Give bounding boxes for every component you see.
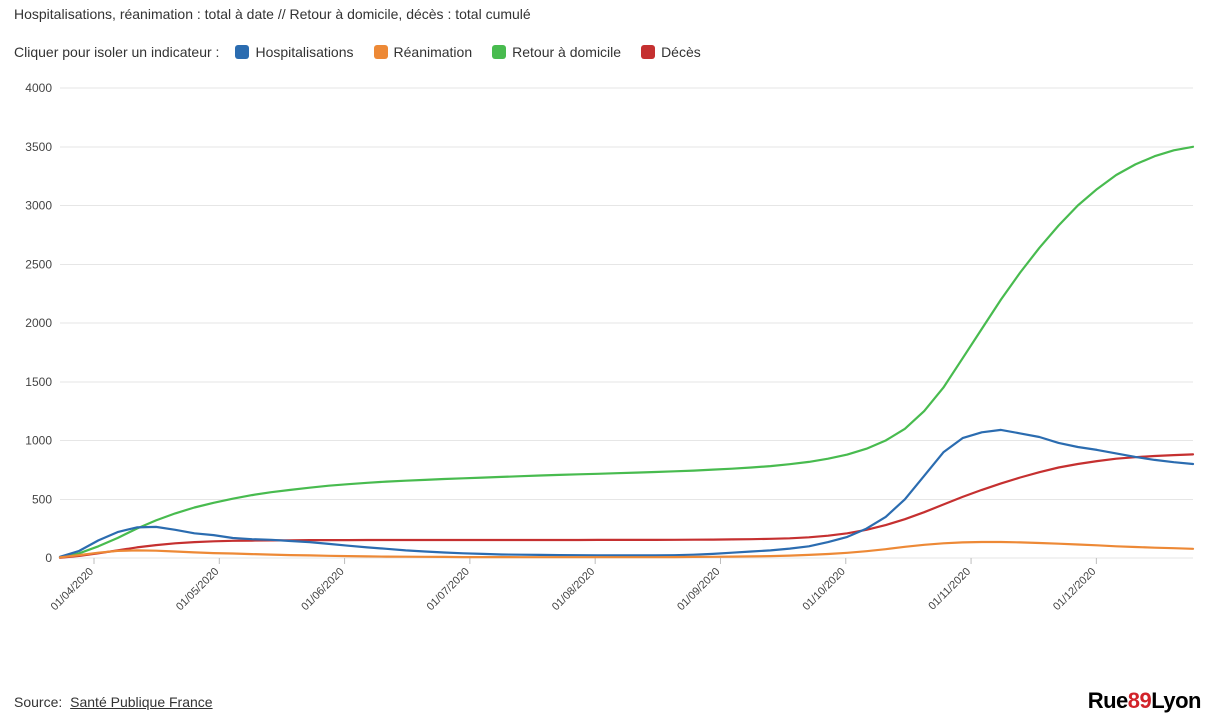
brand-logo: Rue89Lyon <box>1088 688 1201 714</box>
svg-text:01/12/2020: 01/12/2020 <box>1051 566 1098 613</box>
line-chart[interactable]: 0 500 1000 1500 2000 2500 3000 3500 4000 01/04/20… <box>14 78 1203 638</box>
svg-text:01/11/2020: 01/11/2020 <box>926 566 973 613</box>
legend-label-ret: Retour à domicile <box>512 44 621 60</box>
svg-text:01/04/2020: 01/04/2020 <box>49 566 96 613</box>
legend-item-retour[interactable]: Retour à domicile <box>492 44 621 60</box>
legend-swatch-dec <box>641 45 655 59</box>
legend-item-hospitalisations[interactable]: Hospitalisations <box>235 44 353 60</box>
legend-item-deces[interactable]: Décès <box>641 44 701 60</box>
svg-text:1000: 1000 <box>25 434 52 448</box>
svg-text:01/10/2020: 01/10/2020 <box>800 566 847 613</box>
svg-text:4000: 4000 <box>25 81 52 95</box>
legend-label-dec: Décès <box>661 44 701 60</box>
brand-part-1: Rue <box>1088 688 1128 713</box>
svg-text:3500: 3500 <box>25 140 52 154</box>
legend-swatch-ret <box>492 45 506 59</box>
legend-item-reanimation[interactable]: Réanimation <box>374 44 473 60</box>
series-line-hosp <box>60 430 1193 557</box>
svg-text:1500: 1500 <box>25 375 52 389</box>
legend-intro: Cliquer pour isoler un indicateur : <box>14 44 219 60</box>
chart-container: Hospitalisations, réanimation : total à … <box>0 0 1217 722</box>
series-line-ret <box>60 147 1193 558</box>
svg-text:500: 500 <box>32 492 52 506</box>
legend-swatch-rea <box>374 45 388 59</box>
svg-text:01/09/2020: 01/09/2020 <box>675 566 722 613</box>
brand-part-3: Lyon <box>1151 688 1201 713</box>
legend: Cliquer pour isoler un indicateur : Hosp… <box>14 44 715 60</box>
legend-label-rea: Réanimation <box>394 44 473 60</box>
svg-text:2000: 2000 <box>25 316 52 330</box>
source-footer: Source: Santé Publique France <box>14 694 213 710</box>
source-link[interactable]: Santé Publique France <box>70 694 212 710</box>
brand-part-2: 89 <box>1128 688 1151 713</box>
legend-label-hosp: Hospitalisations <box>255 44 353 60</box>
chart-title: Hospitalisations, réanimation : total à … <box>14 6 531 22</box>
svg-text:01/08/2020: 01/08/2020 <box>550 566 597 613</box>
svg-text:01/05/2020: 01/05/2020 <box>174 566 221 613</box>
plot-area: 0 500 1000 1500 2000 2500 3000 3500 4000 01/04/20… <box>14 78 1203 638</box>
svg-text:01/07/2020: 01/07/2020 <box>425 566 472 613</box>
svg-text:3000: 3000 <box>25 199 52 213</box>
svg-text:01/06/2020: 01/06/2020 <box>299 566 346 613</box>
source-prefix: Source: <box>14 694 62 710</box>
legend-swatch-hosp <box>235 45 249 59</box>
svg-text:0: 0 <box>45 551 52 565</box>
svg-text:2500: 2500 <box>25 257 52 271</box>
